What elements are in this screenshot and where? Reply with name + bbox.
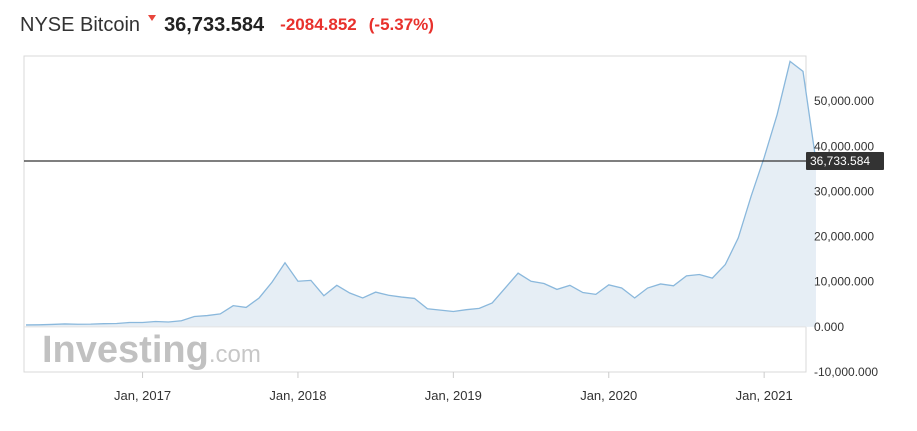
price-line <box>25 60 817 326</box>
series-group <box>25 60 817 327</box>
logo-brand: Investing <box>42 329 209 371</box>
price-change: -2084.852 <box>280 15 357 34</box>
last-price: 36,733.584 <box>164 13 265 36</box>
y-tick-label: 50,000.000 <box>814 94 874 108</box>
y-tick-label: 0.000 <box>814 320 844 334</box>
y-tick-label: 30,000.000 <box>814 184 874 198</box>
x-tick-label: Jan, 2019 <box>425 388 482 403</box>
price-area <box>26 61 816 327</box>
current-price-tag: 36,733.584 <box>806 152 884 171</box>
x-tick-label: Jan, 2017 <box>114 388 171 403</box>
down-arrow-icon <box>148 15 157 21</box>
x-tick-label: Jan, 2018 <box>269 388 326 403</box>
y-tick-label: 10,000.000 <box>814 275 874 289</box>
y-axis: -10,000.000 0.000 10,000.000 20,000.000 30,0… <box>814 94 878 379</box>
svg-text:Investing.com: Investing.com <box>42 329 261 371</box>
y-tick-label: 20,000.000 <box>814 230 874 244</box>
instrument-name: NYSE Bitcoin <box>20 13 141 36</box>
x-tick-label: Jan, 2021 <box>736 388 793 403</box>
current-price-label: 36,733.584 <box>810 154 870 168</box>
current-price-tag-bg <box>806 152 884 171</box>
quote-header: NYSE Bitcoin 36,733.584 -2084.852 (-5.37… <box>20 8 434 42</box>
x-tick-label: Jan, 2020 <box>580 388 637 403</box>
price-change-percent: (-5.37%) <box>368 15 434 34</box>
y-tick-label: -10,000.000 <box>814 365 878 379</box>
investing-logo: Investing.com <box>42 329 261 371</box>
x-axis: Jan, 2017 Jan, 2018 Jan, 2019 Jan, 2020 Jan,… <box>114 372 793 403</box>
y-tick-label: 40,000.000 <box>814 139 874 153</box>
logo-suffix: .com <box>209 341 261 368</box>
